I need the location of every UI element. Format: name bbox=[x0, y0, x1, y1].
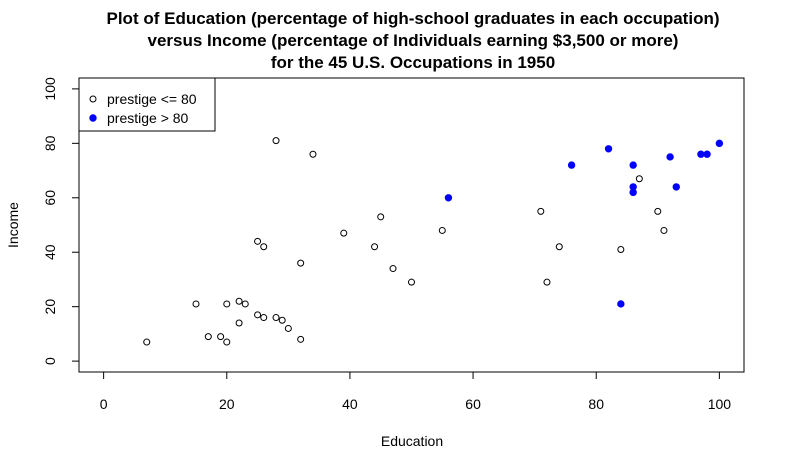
data-point-prestige-high bbox=[604, 145, 613, 153]
data-point-prestige-low bbox=[254, 311, 262, 319]
data-point-prestige-high bbox=[444, 194, 453, 202]
data-point-prestige-low bbox=[260, 314, 268, 322]
x-axis-label: Education bbox=[381, 433, 443, 449]
data-point-prestige-high bbox=[567, 161, 576, 169]
y-tick-label: 0 bbox=[42, 357, 58, 365]
data-point-prestige-low bbox=[204, 333, 212, 341]
data-point-prestige-low bbox=[223, 300, 231, 308]
data-point-prestige-high bbox=[715, 139, 724, 148]
chart-title-line-2: versus Income (percentage of Individuals… bbox=[148, 31, 679, 50]
data-point-prestige-low bbox=[272, 314, 280, 322]
legend-marker-prestige-high bbox=[89, 114, 97, 122]
legend-box bbox=[78, 77, 216, 132]
data-point-prestige-high bbox=[629, 188, 637, 197]
legend: prestige <= 80 prestige > 80 bbox=[78, 77, 216, 132]
data-point-prestige-high bbox=[697, 150, 705, 158]
data-point-prestige-low bbox=[217, 333, 225, 341]
data-point-prestige-low bbox=[223, 338, 231, 346]
y-tick-label: 40 bbox=[42, 244, 58, 260]
data-point-prestige-low bbox=[260, 243, 268, 251]
data-point-prestige-high bbox=[672, 183, 680, 191]
legend-marker-prestige-low bbox=[89, 95, 97, 103]
data-point-prestige-low bbox=[309, 150, 317, 158]
data-point-prestige-low bbox=[660, 226, 668, 234]
x-tick-label: 20 bbox=[219, 396, 235, 412]
y-tick-label: 60 bbox=[42, 190, 58, 206]
data-point-prestige-low bbox=[654, 207, 662, 215]
y-axis: 0 20 40 60 80 100 bbox=[42, 77, 80, 365]
data-point-prestige-low bbox=[241, 300, 249, 308]
data-point-prestige-low bbox=[143, 338, 151, 346]
data-point-prestige-low bbox=[192, 300, 200, 308]
data-point-prestige-low bbox=[284, 324, 292, 332]
data-point-prestige-low bbox=[537, 207, 545, 215]
data-point-prestige-low bbox=[377, 213, 385, 221]
x-tick-label: 40 bbox=[342, 396, 358, 412]
chart-title: Plot of Education (percentage of high-sc… bbox=[107, 9, 720, 72]
data-point-prestige-low bbox=[635, 175, 643, 183]
data-point-prestige-low bbox=[340, 229, 348, 237]
data-point-prestige-low bbox=[272, 137, 280, 145]
y-tick-label: 100 bbox=[42, 77, 58, 101]
data-point-prestige-low bbox=[297, 335, 305, 343]
chart-title-line-3: for the 45 U.S. Occupations in 1950 bbox=[271, 53, 555, 72]
data-point-prestige-low bbox=[617, 246, 625, 253]
x-tick-label: 0 bbox=[100, 396, 108, 412]
data-point-prestige-low bbox=[371, 243, 379, 251]
data-point-prestige-low bbox=[297, 259, 305, 267]
chart-title-line-1: Plot of Education (percentage of high-sc… bbox=[107, 9, 720, 28]
y-tick-label: 80 bbox=[42, 135, 58, 151]
data-point-prestige-low bbox=[235, 297, 243, 305]
data-point-prestige-low bbox=[408, 278, 415, 286]
x-tick-label: 80 bbox=[588, 396, 604, 412]
x-axis: 0 20 40 60 80 100 bbox=[100, 371, 732, 412]
x-tick-label: 100 bbox=[708, 396, 732, 412]
legend-label-prestige-high: prestige > 80 bbox=[107, 110, 189, 126]
data-point-prestige-low bbox=[254, 237, 262, 245]
y-axis-label: Income bbox=[5, 202, 21, 248]
data-point-prestige-high bbox=[629, 161, 637, 169]
data-point-prestige-high bbox=[703, 150, 711, 158]
data-point-prestige-low bbox=[278, 316, 286, 324]
data-point-prestige-high bbox=[666, 153, 674, 161]
data-point-prestige-low bbox=[555, 243, 563, 251]
data-point-prestige-low bbox=[389, 265, 397, 273]
x-tick-label: 60 bbox=[465, 396, 481, 412]
data-point-prestige-low bbox=[438, 226, 446, 234]
legend-label-prestige-low: prestige <= 80 bbox=[107, 91, 197, 107]
data-point-prestige-high bbox=[617, 300, 625, 308]
y-tick-label: 20 bbox=[42, 299, 58, 315]
data-point-prestige-low bbox=[235, 319, 243, 327]
data-points bbox=[143, 137, 724, 346]
data-point-prestige-low bbox=[543, 278, 551, 286]
